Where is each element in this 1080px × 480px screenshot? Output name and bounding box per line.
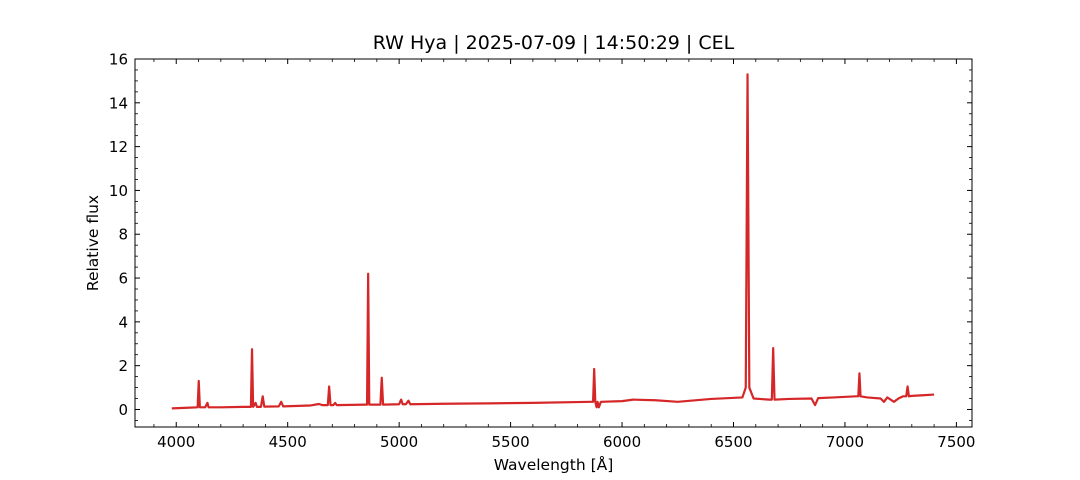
y-tick-label: 16 bbox=[109, 51, 128, 69]
y-axis-label: Relative flux bbox=[84, 195, 102, 291]
x-tick-label: 5500 bbox=[491, 433, 529, 451]
chart-title: RW Hya | 2025-07-09 | 14:50:29 | CEL bbox=[373, 32, 735, 54]
y-tick-label: 14 bbox=[109, 94, 128, 112]
spectrum-line bbox=[171, 73, 935, 410]
series-layer bbox=[171, 73, 935, 410]
x-tick-label: 6500 bbox=[714, 433, 752, 451]
y-tick-label: 6 bbox=[118, 270, 128, 288]
y-tick-label: 0 bbox=[118, 401, 128, 419]
y-tick-label: 4 bbox=[118, 313, 128, 331]
y-tick-label: 2 bbox=[118, 357, 128, 375]
x-tick-label: 4000 bbox=[157, 433, 195, 451]
y-tick-label: 10 bbox=[109, 182, 128, 200]
x-axis-label: Wavelength [Å] bbox=[494, 455, 614, 474]
plot-frame bbox=[134, 58, 973, 428]
x-tick-label: 4500 bbox=[269, 433, 307, 451]
y-tick-label: 12 bbox=[109, 138, 128, 156]
y-tick-label: 8 bbox=[118, 226, 128, 244]
x-tick-label: 7500 bbox=[937, 433, 975, 451]
x-tick-label: 5000 bbox=[380, 433, 418, 451]
x-tick-label: 7000 bbox=[826, 433, 864, 451]
x-tick-label: 6000 bbox=[603, 433, 641, 451]
